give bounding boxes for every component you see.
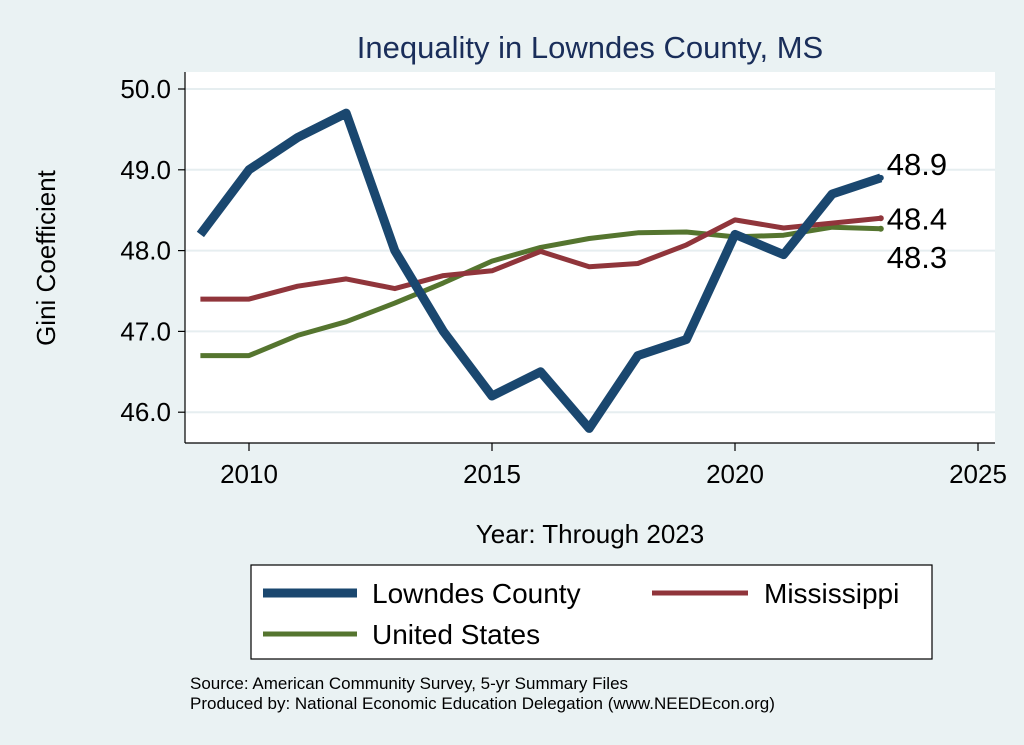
chart-title: Inequality in Lowndes County, MS bbox=[357, 30, 823, 65]
plot-area bbox=[185, 72, 995, 443]
series-line-united-states bbox=[200, 224, 881, 359]
legend-box bbox=[250, 564, 933, 660]
legend-label: Mississippi bbox=[764, 578, 899, 609]
x-tick-label: 2010 bbox=[220, 459, 278, 489]
x-tick-label: 2020 bbox=[706, 459, 764, 489]
series-line-mississippi bbox=[200, 215, 882, 302]
y-tick-label: 50.0 bbox=[120, 74, 171, 104]
series-endpoint-marker bbox=[877, 174, 884, 181]
y-tick-label: 48.0 bbox=[120, 236, 171, 266]
series-line-lowndes-county bbox=[196, 108, 883, 433]
y-axis-label: Gini Coefficient bbox=[31, 169, 61, 346]
end-value-label: 48.3 bbox=[887, 240, 947, 275]
x-tick-label: 2025 bbox=[949, 459, 1007, 489]
legend-label: Lowndes County bbox=[372, 578, 581, 609]
x-axis-label: Year: Through 2023 bbox=[476, 519, 704, 549]
end-value-label: 48.9 bbox=[887, 147, 947, 182]
y-tick-label: 46.0 bbox=[120, 397, 171, 427]
x-tick-label: 2015 bbox=[463, 459, 521, 489]
legend-label: United States bbox=[372, 619, 540, 650]
series-endpoint-marker bbox=[877, 215, 884, 222]
source-line-1: Source: American Community Survey, 5-yr … bbox=[190, 674, 628, 693]
y-tick-label: 49.0 bbox=[120, 155, 171, 185]
source-line-2: Produced by: National Economic Education… bbox=[190, 694, 775, 713]
end-value-label: 48.4 bbox=[887, 201, 947, 236]
y-tick-label: 47.0 bbox=[120, 316, 171, 346]
series-endpoint-marker bbox=[877, 225, 884, 232]
